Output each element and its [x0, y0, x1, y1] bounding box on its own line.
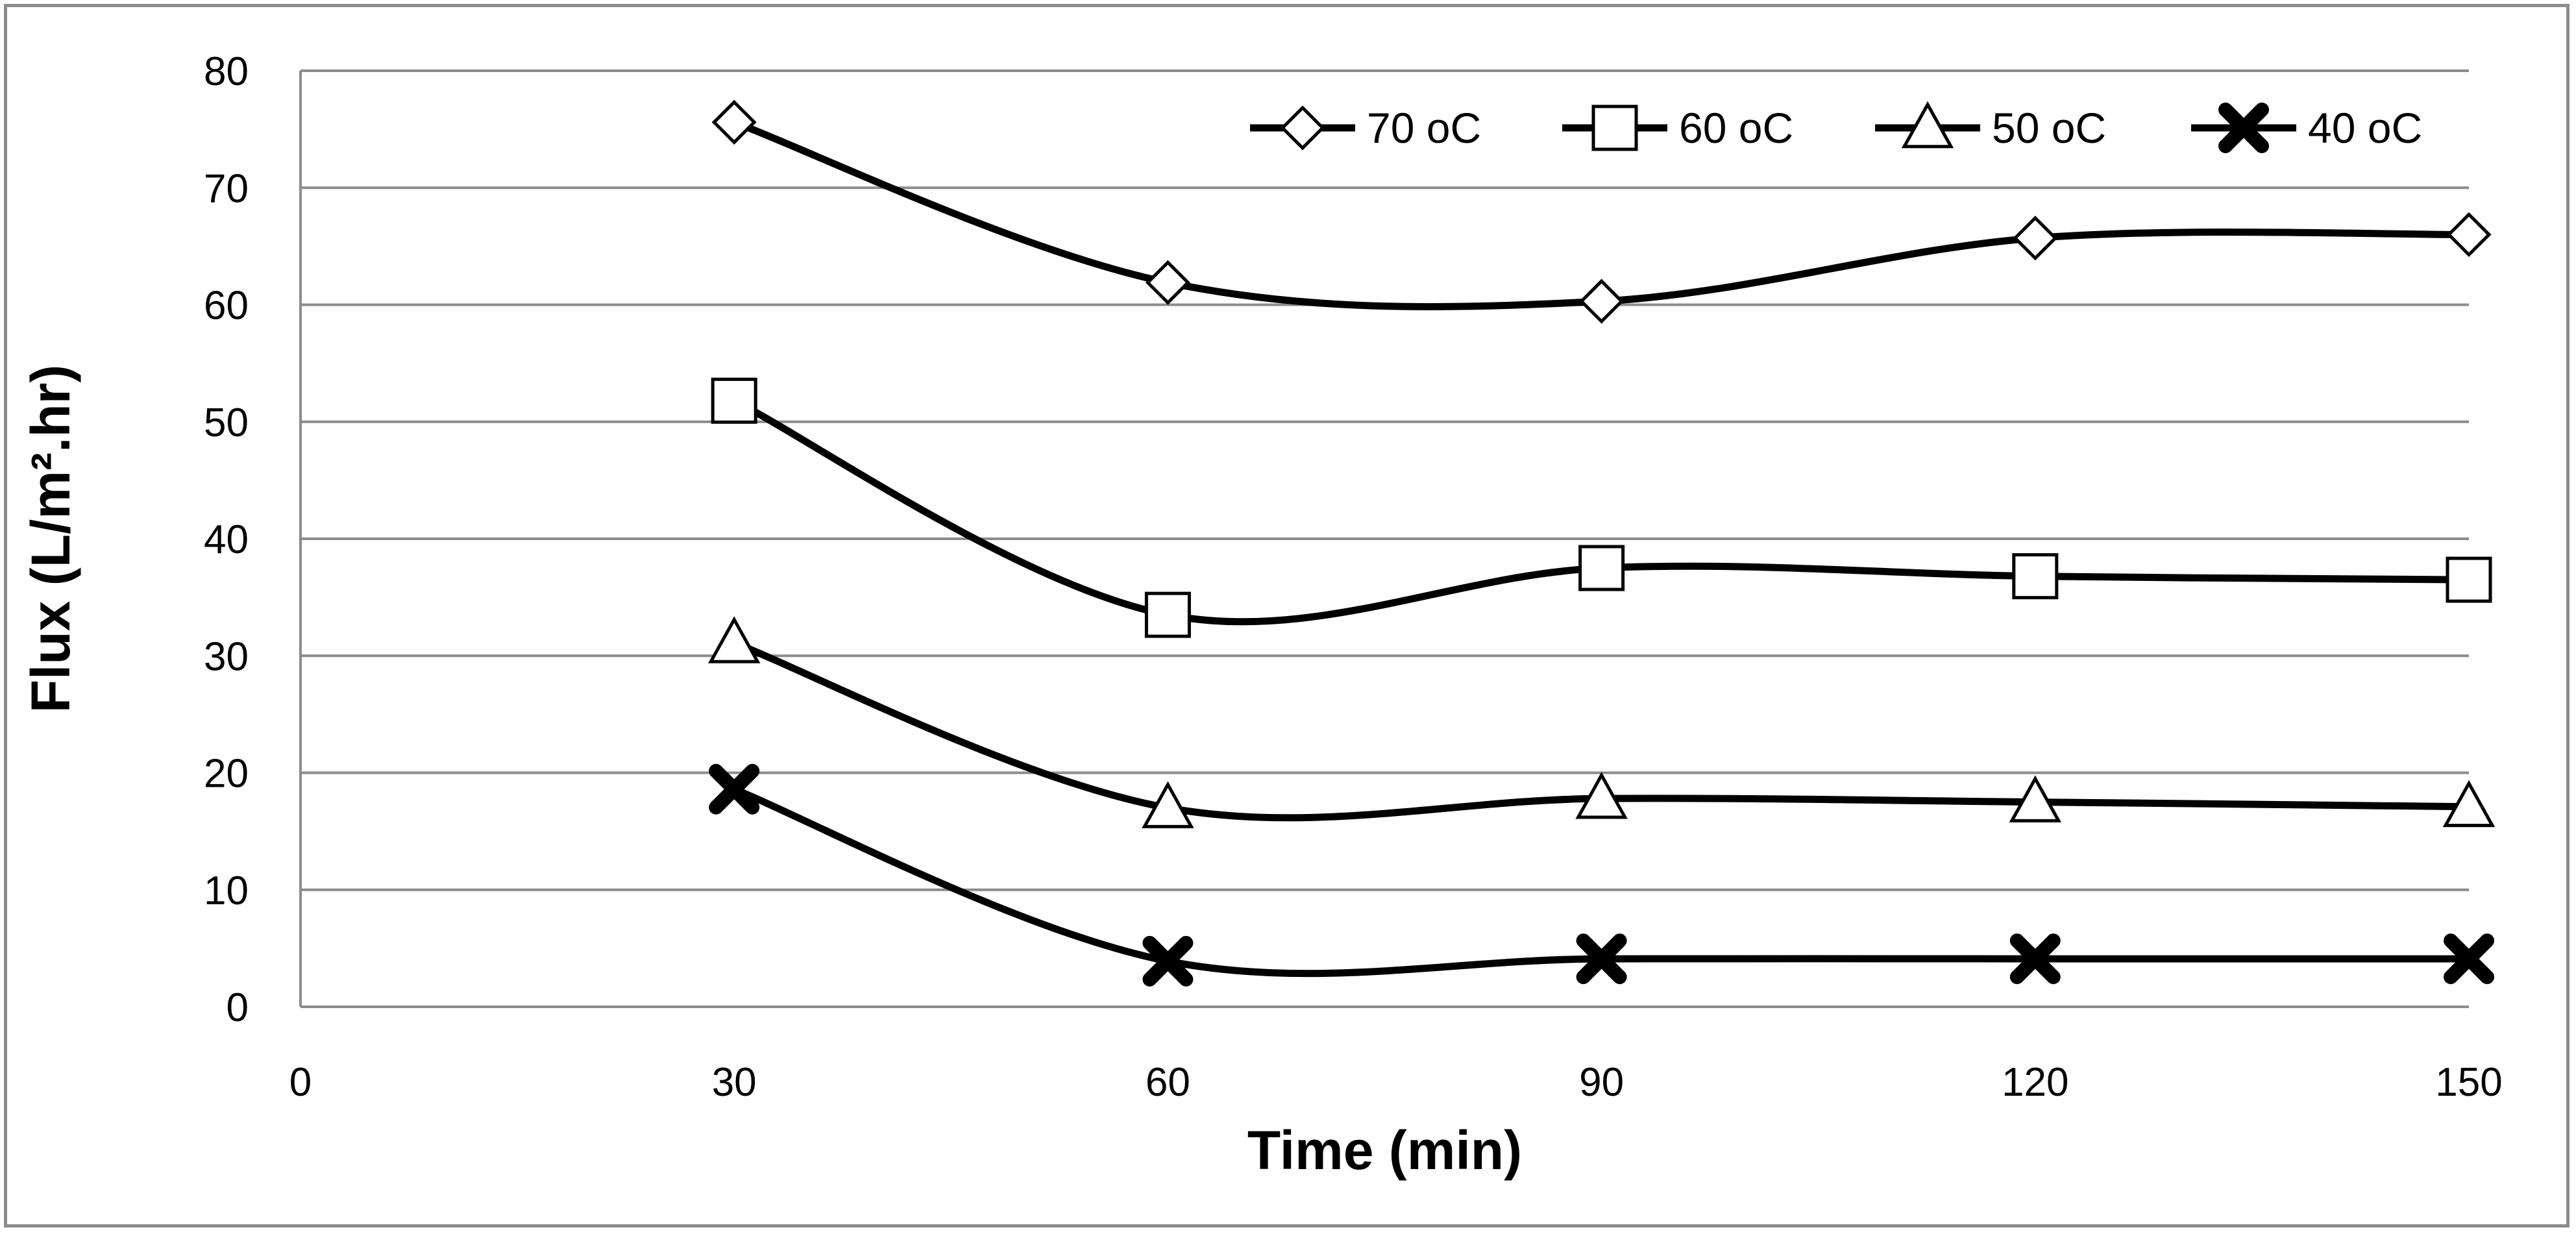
- data-point-60-oc: [1144, 591, 1191, 638]
- x-marker-stroke: [2444, 933, 2494, 985]
- legend-marker: [1901, 101, 1954, 149]
- data-point-70-oc: [711, 99, 757, 145]
- x-tick-label: 150: [2435, 1060, 2502, 1105]
- y-tick-label: 20: [204, 752, 249, 796]
- y-axis-title: Flux (L/m².hr): [20, 365, 81, 713]
- y-tick-label: 80: [204, 49, 249, 94]
- data-point-50-oc: [1575, 772, 1628, 819]
- legend-item-50-oc: 50 oC: [1875, 101, 2106, 152]
- legend-label: 50 oC: [1992, 104, 2106, 152]
- legend-label: 40 oC: [2308, 104, 2422, 152]
- data-point-60-oc: [2012, 553, 2059, 600]
- x-marker-stroke: [709, 763, 760, 815]
- data-point-50-oc: [2442, 780, 2496, 828]
- y-tick-label: 50: [204, 401, 249, 445]
- x-marker-stroke: [1142, 935, 1194, 987]
- x-axis-title: Time (min): [1247, 1120, 1522, 1181]
- y-tick-label: 70: [204, 166, 249, 211]
- data-point-70-oc: [2013, 216, 2058, 261]
- data-point-60-oc: [711, 377, 757, 424]
- x-tick-label: 60: [1146, 1060, 1190, 1105]
- x-tick-label: 30: [712, 1060, 757, 1105]
- data-point-60-oc: [2446, 556, 2492, 603]
- data-point-50-oc: [707, 616, 761, 663]
- data-point-50-oc: [1142, 781, 1194, 828]
- x-marker-stroke: [2009, 933, 2061, 985]
- y-tick-label: 40: [204, 517, 249, 562]
- data-point-40-oc: [2009, 933, 2061, 985]
- legend-item-70-oc: 70 oC: [1250, 104, 1481, 152]
- axes: 0 10 20 30 40 50 60 70 80 0 30 60 90 120 150: [204, 49, 2503, 1105]
- data-point-40-oc: [1576, 933, 1627, 985]
- legend-label: 70 oC: [1367, 104, 1481, 152]
- y-tick-label: 60: [204, 284, 249, 328]
- y-tick-label: 0: [227, 985, 249, 1030]
- legend-item-40-oc: 40 oC: [2191, 103, 2422, 153]
- y-tick-label: 30: [204, 634, 249, 679]
- series-markers: [707, 99, 2496, 987]
- data-point-40-oc: [709, 763, 760, 815]
- data-point-50-oc: [2009, 775, 2062, 822]
- x-tick-label: 120: [2002, 1060, 2068, 1105]
- data-point-60-oc: [1578, 545, 1625, 591]
- legend-marker: [2218, 103, 2269, 153]
- legend-marker: [1280, 105, 1325, 151]
- legend-label: 60 oC: [1679, 104, 1793, 152]
- y-tick-label: 10: [204, 869, 249, 913]
- data-point-70-oc: [2446, 212, 2492, 257]
- gridlines: [301, 69, 2469, 1008]
- line-chart: 0 10 20 30 40 50 60 70 80 0 30 60 90 120 150 70 oC 60 o…: [20, 49, 2503, 1181]
- data-point-40-oc: [1142, 935, 1194, 987]
- data-point-70-oc: [1145, 260, 1190, 305]
- x-marker-stroke: [1576, 933, 1627, 985]
- data-point-70-oc: [1579, 278, 1625, 324]
- legend-marker: [1591, 105, 1638, 151]
- legend-item-60-oc: 60 oC: [1562, 104, 1793, 152]
- data-point-40-oc: [2444, 933, 2494, 985]
- legend: 70 oC 60 oC 50 oC 40 oC: [1250, 101, 2422, 153]
- chart-frame: 0 10 20 30 40 50 60 70 80 0 30 60 90 120 150 70 oC 60 o…: [4, 4, 2570, 1228]
- x-tick-label: 0: [289, 1060, 312, 1105]
- x-tick-label: 90: [1579, 1060, 1624, 1105]
- x-marker-stroke: [2218, 103, 2269, 153]
